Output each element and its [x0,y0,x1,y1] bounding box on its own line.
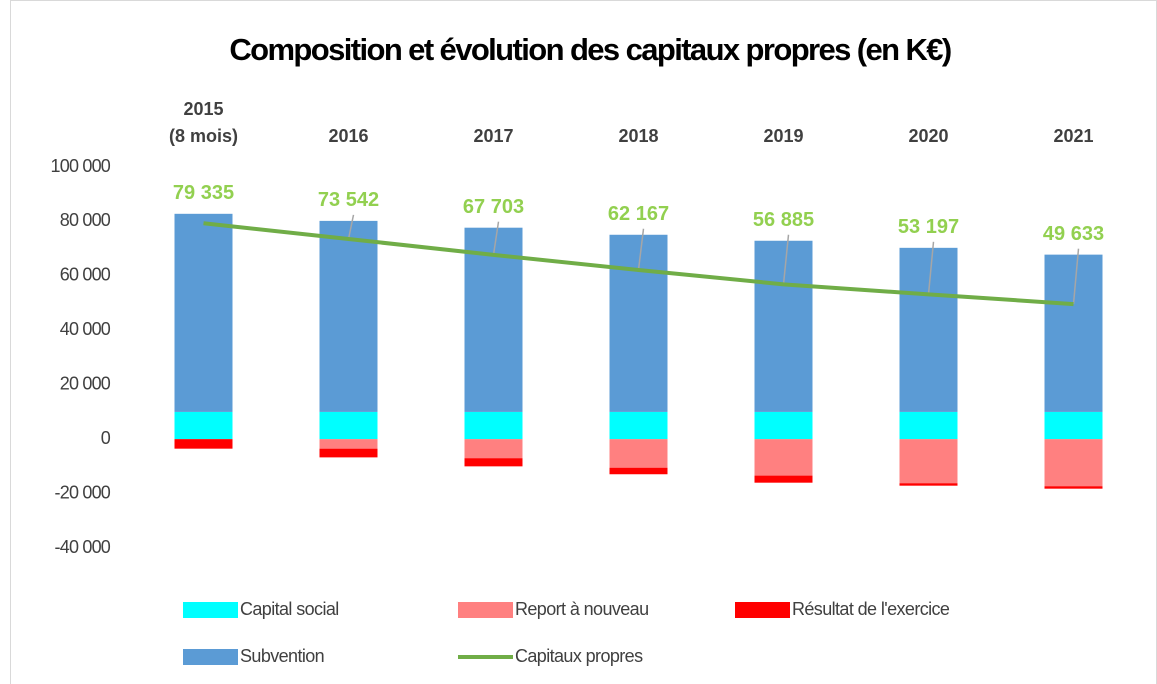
category-label: 2020 [908,126,949,146]
y-tick-label: -40 000 [55,537,111,557]
category-label: 2021 [1053,126,1094,146]
legend-label: Résultat de l'exercice [792,599,950,619]
data-label: 62 167 [608,203,669,225]
leader-line [927,241,935,295]
data-label: 56 885 [753,209,814,231]
data-label: 73 542 [318,189,379,211]
legend-label: Capitaux propres [515,646,643,666]
leader-line [782,234,790,285]
category-label: 2016 [328,126,369,146]
bar-segment [1044,486,1103,489]
bar-segment [754,439,813,476]
leader-line [637,228,645,271]
bar-segment [174,411,233,440]
bar-segment [609,234,668,412]
data-label: 79 335 [173,182,234,204]
bar-segment [899,247,958,412]
bar-segment [174,213,233,412]
bar-segment [1044,254,1103,412]
bar-segment [464,411,523,440]
bar-segment [754,475,813,483]
y-tick-label: -20 000 [55,482,111,502]
y-tick-label: 0 [101,428,111,448]
bar-segment [1044,411,1103,440]
line [203,221,1074,307]
legend-label: Capital social [240,599,339,619]
legend-swatch [458,602,513,618]
data-label: 49 633 [1043,223,1104,245]
bar-segment [319,411,378,440]
leader-line [492,221,500,256]
legend-swatch [735,602,790,618]
y-tick-label: 40 000 [60,319,111,339]
bar-segment [1044,439,1103,487]
leader-line [1072,248,1080,305]
data-label: 53 197 [898,216,959,238]
chart-title: Composition et évolution des capitaux pr… [229,32,951,67]
data-label: 67 703 [463,196,524,218]
bar-segment [319,439,378,449]
legend-swatch [183,602,238,618]
bar-segment [609,411,668,440]
y-tick-label: 20 000 [60,373,111,393]
legend-label: Report à nouveau [515,599,649,619]
category-label: 2018 [618,126,659,146]
bar-segment [319,220,378,412]
bar-segment [754,411,813,440]
leader-line [347,214,355,240]
y-tick-label: 60 000 [60,265,111,285]
category-label: 2019 [763,126,804,146]
category-label: 2017 [473,126,514,146]
y-tick-label: 80 000 [60,210,111,230]
bar-segment [899,483,958,486]
legend-label: Subvention [240,646,324,666]
bar-segment [899,411,958,440]
bar-segment [754,240,813,412]
bar-segment [609,439,668,468]
bar-segment [609,467,668,475]
category-label: 2015 (8 mois) [168,99,238,146]
bar-segment [464,439,523,459]
bar-segment [174,439,233,449]
legend-swatch [183,649,238,665]
bar-segment [464,458,523,467]
y-tick-label: 100 000 [51,156,111,176]
bar-segment [319,448,378,458]
bar-segment [899,439,958,484]
